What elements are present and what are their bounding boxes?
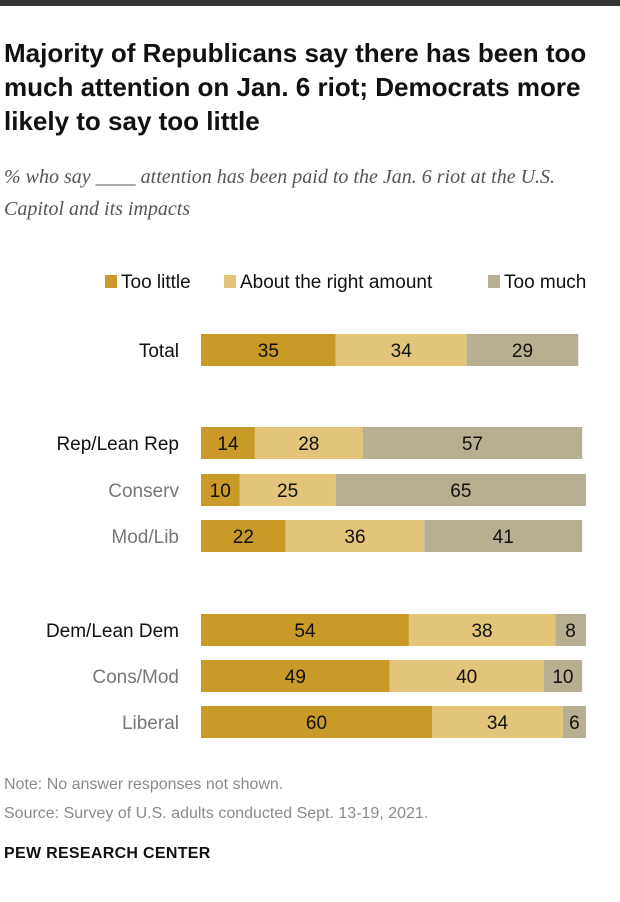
bar-segment-3-1 [201, 474, 240, 506]
legend-label-1: Too little [121, 272, 191, 293]
bar-segment-6-1 [201, 660, 390, 692]
bar-segment-6-2 [389, 660, 544, 692]
data-label-6-3: 10 [552, 667, 573, 688]
legend-swatch-3 [488, 275, 500, 288]
data-label-1-3: 29 [512, 341, 533, 362]
row-label-2: Rep/Lean Rep [56, 434, 179, 455]
row-label-1: Total [139, 341, 179, 362]
legend-label-2: About the right amount [240, 272, 433, 293]
data-label-6-2: 40 [456, 667, 477, 688]
data-label-3-3: 65 [450, 481, 471, 502]
row-label-6: Cons/Mod [92, 667, 179, 688]
data-label-3-2: 25 [277, 481, 298, 502]
bar-segment-1-3 [466, 334, 579, 366]
data-label-3-1: 10 [210, 481, 231, 502]
legend-swatch-2 [224, 275, 236, 288]
bar-segment-3-3 [335, 474, 586, 506]
data-label-5-3: 8 [565, 621, 576, 642]
bar-segment-1-2 [335, 334, 467, 366]
chart-legend: Too little About the right amount Too much [105, 272, 586, 293]
bar-segment-4-1 [201, 520, 286, 552]
data-label-5-1: 54 [294, 621, 316, 642]
bar-segment-7-2 [432, 706, 563, 738]
data-label-4-1: 22 [233, 527, 254, 548]
row-label-7: Liberal [122, 713, 179, 734]
bar-segment-3-2 [239, 474, 336, 506]
bar-segment-7-1 [201, 706, 432, 738]
bar-segment-5-1 [201, 614, 409, 646]
top-accent-line [0, 0, 620, 6]
bar-segment-2-3 [362, 427, 583, 459]
bar-segment-5-3 [555, 614, 586, 646]
bar-segment-4-2 [285, 520, 425, 552]
chart-title: Majority of Republicans say there has be… [4, 38, 587, 136]
bar-segment-2-2 [254, 427, 363, 459]
data-label-2-1: 14 [217, 434, 239, 455]
data-label-7-1: 60 [306, 713, 327, 734]
chart-note: Note: No answer responses not shown. [4, 776, 284, 793]
data-label-1-1: 35 [258, 341, 279, 362]
data-label-7-3: 6 [569, 713, 580, 734]
bar-segment-4-3 [424, 520, 583, 552]
stacked-bar-chart: Too little About the right amount Too much… [46, 272, 586, 738]
data-label-2-3: 57 [462, 434, 483, 455]
data-label-5-2: 38 [471, 621, 492, 642]
data-label-2-2: 28 [298, 434, 319, 455]
legend-label-3: Too much [504, 272, 586, 293]
data-label-7-2: 34 [487, 713, 509, 734]
legend-swatch-1 [105, 275, 117, 288]
chart-subtitle: % who say ____ attention has been paid t… [4, 166, 556, 220]
chart-source: Source: Survey of U.S. adults conducted … [4, 805, 429, 822]
data-label-6-1: 49 [285, 667, 306, 688]
row-label-5: Dem/Lean Dem [46, 621, 179, 642]
bar-segment-2-1 [201, 427, 255, 459]
bar-segment-7-3 [562, 706, 586, 738]
bar-segment-5-2 [408, 614, 556, 646]
row-label-3: Conserv [108, 481, 179, 502]
brand-label: PEW RESEARCH CENTER [4, 845, 211, 862]
data-label-4-2: 36 [344, 527, 365, 548]
bar-segment-6-3 [543, 660, 583, 692]
row-label-4: Mod/Lib [111, 527, 179, 548]
data-label-4-3: 41 [493, 527, 514, 548]
bar-segment-1-1 [201, 334, 336, 366]
data-label-1-2: 34 [391, 341, 413, 362]
